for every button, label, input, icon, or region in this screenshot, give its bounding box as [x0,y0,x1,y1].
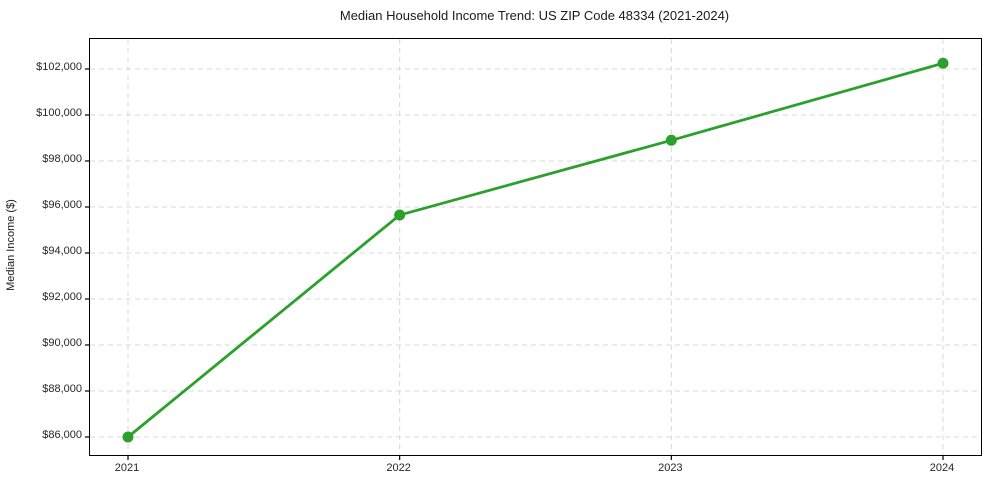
plot-area [85,38,982,460]
data-point-marker [394,209,406,221]
x-tick-label: 2024 [929,462,955,474]
income-trend-line [126,61,945,439]
x-tick-label: 2023 [658,462,683,474]
y-tick-label: $90,000 [42,336,82,349]
x-tick-label: 2022 [386,462,411,474]
line-chart-svg [85,39,981,460]
data-point-marker [937,57,949,69]
data-point-marker [122,431,134,443]
x-tick-label: 2021 [114,462,140,474]
y-tick-label: $86,000 [42,428,82,441]
y-tick-label: $92,000 [42,290,82,303]
y-tick-label: $100,000 [36,106,82,119]
y-tick-label: $98,000 [42,152,82,165]
y-tick-label: $96,000 [42,198,82,211]
y-tick-label: $88,000 [42,382,82,395]
y-tick-label: $94,000 [42,244,82,257]
chart-title: Median Household Income Trend: US ZIP Co… [339,8,730,23]
data-point-marker [665,134,677,146]
y-tick-label: $102,000 [36,60,82,73]
